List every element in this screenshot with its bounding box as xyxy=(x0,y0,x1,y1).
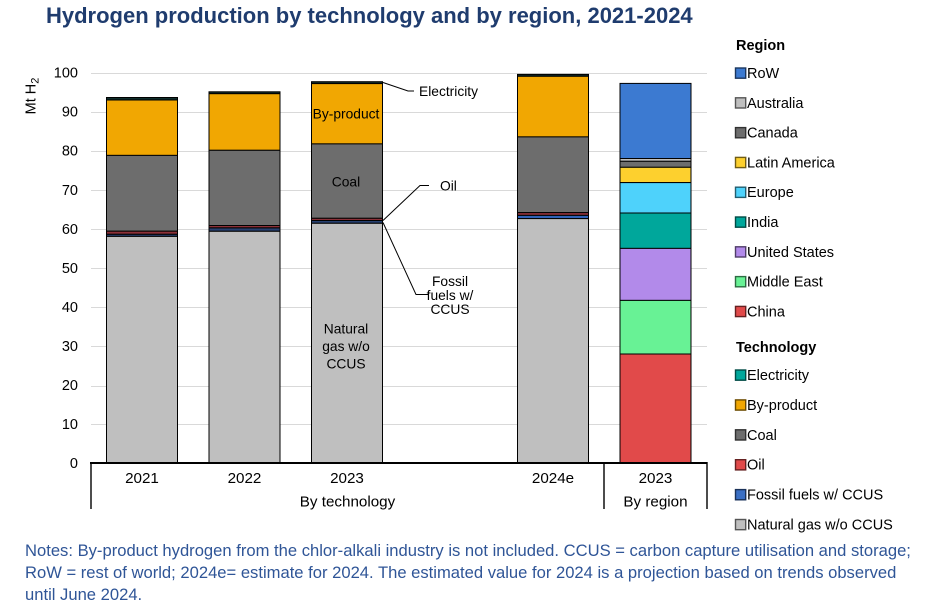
svg-text:By-product: By-product xyxy=(313,107,380,122)
svg-text:0: 0 xyxy=(70,456,78,472)
svg-text:CCUS: CCUS xyxy=(430,302,469,317)
svg-text:Canada: Canada xyxy=(747,126,799,142)
svg-text:Coal: Coal xyxy=(747,428,777,444)
svg-text:2021: 2021 xyxy=(125,470,159,487)
svg-text:60: 60 xyxy=(62,222,78,238)
svg-text:Oil: Oil xyxy=(440,179,457,194)
svg-text:2022: 2022 xyxy=(228,470,262,487)
svg-text:Fossil: Fossil xyxy=(432,274,468,289)
svg-text:Europe: Europe xyxy=(747,185,794,201)
svg-text:Oil: Oil xyxy=(747,458,765,474)
svg-text:Electricity: Electricity xyxy=(419,84,478,99)
svg-text:50: 50 xyxy=(62,261,78,277)
svg-text:2024e: 2024e xyxy=(532,470,574,487)
svg-text:By technology: By technology xyxy=(300,494,396,511)
svg-text:Latin America: Latin America xyxy=(747,155,836,171)
svg-text:China: China xyxy=(747,304,786,320)
svg-text:100: 100 xyxy=(54,66,78,82)
svg-text:Region: Region xyxy=(736,38,785,54)
svg-text:India: India xyxy=(747,215,779,231)
svg-text:By region: By region xyxy=(623,494,687,511)
svg-text:20: 20 xyxy=(62,378,78,394)
svg-text:30: 30 xyxy=(62,339,78,355)
svg-text:Natural: Natural xyxy=(324,322,368,337)
svg-text:Electricity: Electricity xyxy=(747,368,810,384)
svg-text:Natural gas w/o CCUS: Natural gas w/o CCUS xyxy=(747,518,893,534)
svg-text:90: 90 xyxy=(62,105,78,121)
svg-text:fuels w/: fuels w/ xyxy=(427,288,474,303)
svg-text:40: 40 xyxy=(62,300,78,316)
svg-text:Technology: Technology xyxy=(736,340,816,356)
svg-text:2023: 2023 xyxy=(639,470,673,487)
svg-text:10: 10 xyxy=(62,417,78,433)
svg-text:By-product: By-product xyxy=(747,398,817,414)
svg-text:United States: United States xyxy=(747,245,834,261)
svg-text:Coal: Coal xyxy=(332,175,360,190)
svg-text:gas w/o: gas w/o xyxy=(322,339,370,354)
svg-text:Middle East: Middle East xyxy=(747,275,823,291)
svg-text:Mt H2: Mt H2 xyxy=(24,78,42,115)
svg-text:70: 70 xyxy=(62,183,78,199)
svg-text:RoW: RoW xyxy=(747,66,780,82)
svg-text:80: 80 xyxy=(62,144,78,160)
svg-text:Australia: Australia xyxy=(747,96,804,112)
svg-text:CCUS: CCUS xyxy=(326,357,365,372)
svg-text:2023: 2023 xyxy=(330,470,364,487)
svg-text:Fossil fuels w/ CCUS: Fossil fuels w/ CCUS xyxy=(747,488,883,504)
